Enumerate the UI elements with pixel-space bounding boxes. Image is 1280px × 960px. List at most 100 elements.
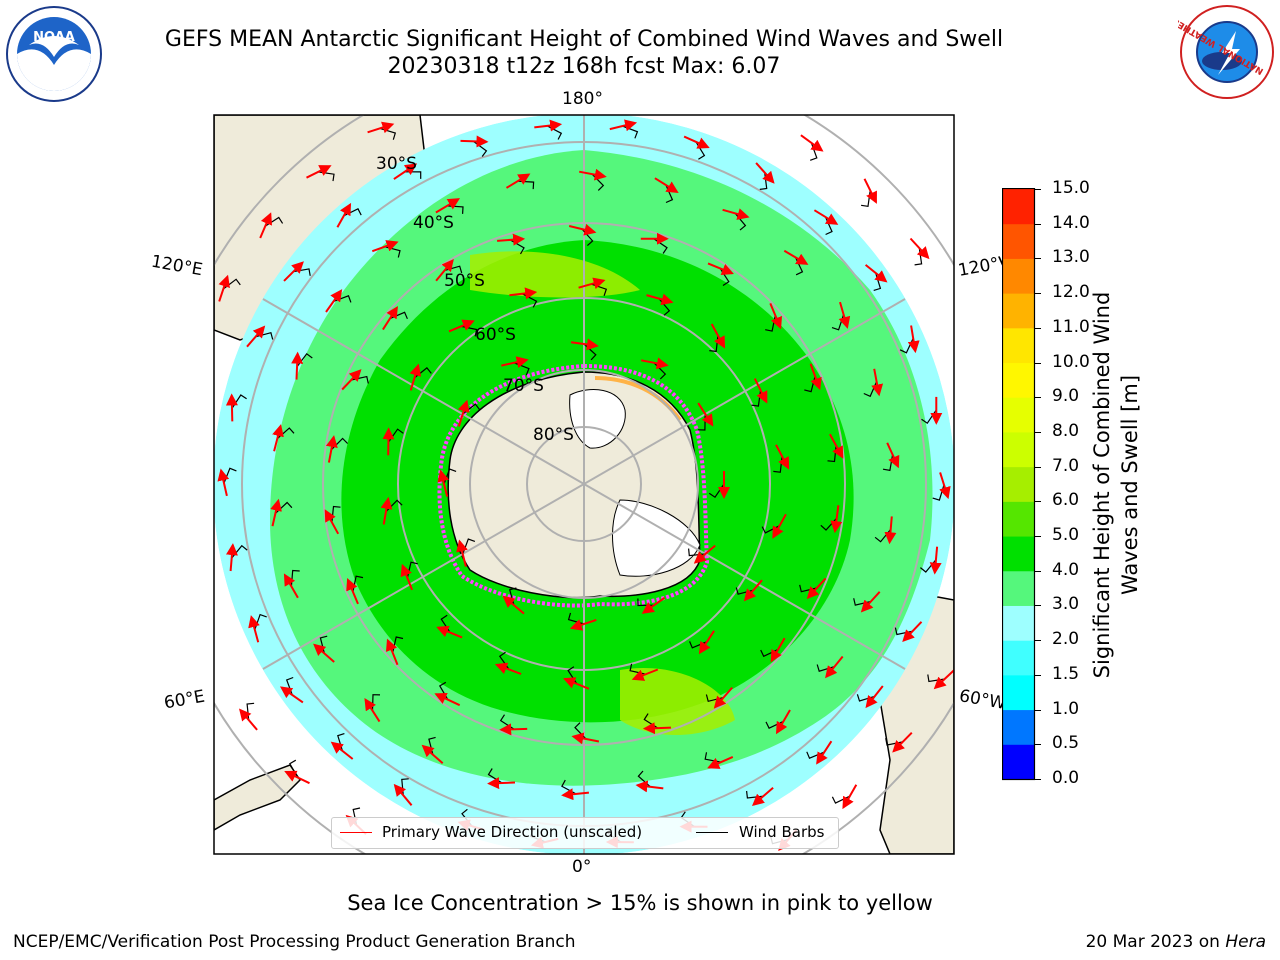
colorbar-tick-label: 6.0: [1052, 490, 1080, 511]
wave-arrow: [830, 505, 843, 534]
wave-arrow: [561, 788, 590, 801]
colorbar-tick-mark: [1035, 258, 1041, 260]
sea-ice-note: Sea Ice Concentration > 15% is shown in …: [347, 891, 933, 915]
wave-arrow: [816, 740, 833, 765]
noaa-logo: NOAA: [6, 6, 102, 102]
wave-arrow: [283, 573, 299, 599]
wave-arrow: [306, 165, 332, 179]
wave-arrow: [435, 259, 454, 282]
colorbar-tick-mark: [1035, 674, 1041, 676]
colorbar-label: Significant Height of Combined Wind Wave…: [1090, 291, 1142, 679]
colorbar-tick-label: 5.0: [1052, 525, 1080, 546]
wave-arrow: [336, 202, 352, 228]
wave-arrow: [502, 595, 525, 615]
wave-arrow: [825, 655, 844, 679]
colorbar-band: [1003, 640, 1034, 676]
colorbar-tick-mark: [1035, 640, 1041, 642]
wave-arrow: [609, 119, 638, 132]
wave-arrow: [341, 369, 362, 391]
colorbar-band: [1003, 570, 1034, 606]
nws-logo: NATIONAL WEATHER SERVICE: [1178, 3, 1274, 99]
wave-arrow: [907, 325, 920, 354]
wave-arrow: [435, 198, 461, 214]
colorbar-band: [1003, 674, 1034, 711]
colorbar-tick-mark: [1035, 466, 1041, 468]
colorbar-tick-mark: [1035, 605, 1041, 607]
wave-arrow: [393, 163, 418, 180]
colorbar-tick-mark: [1035, 570, 1041, 572]
wave-arrow: [743, 579, 763, 602]
colorbar-tick-mark: [1035, 501, 1041, 503]
lat-label-50s: 50°S: [444, 271, 485, 291]
wave-arrow: [325, 435, 338, 463]
wave-arrow: [579, 168, 607, 181]
wave-arrow: [892, 731, 913, 753]
wave-arrow: [769, 303, 782, 330]
colorbar-band: [1003, 605, 1034, 641]
colorbar-band: [1003, 293, 1034, 329]
wave-arrow: [863, 178, 877, 204]
wave-arrow: [654, 177, 679, 193]
wave-arrow: [642, 722, 671, 735]
wave-arrow: [570, 338, 599, 351]
legend: Primary Wave Direction (unscaled) Wind B…: [331, 817, 839, 849]
wave-arrow: [246, 325, 266, 348]
date-value: 20 Mar 2023 on: [1085, 932, 1220, 952]
wave-arrow: [436, 625, 463, 639]
wave-arrow: [284, 770, 310, 785]
wave-arrow: [346, 578, 359, 605]
colorbar-band: [1003, 327, 1034, 364]
colorbar-tick-label: 1.5: [1052, 663, 1080, 684]
wave-arrow: [865, 685, 884, 709]
wave-arrow: [939, 472, 951, 500]
wave-arrow: [239, 708, 258, 731]
colorbar-tick-mark: [1035, 431, 1041, 433]
colorbar-band: [1003, 536, 1034, 572]
wave-arrow: [385, 638, 399, 666]
wave-arrow: [421, 744, 444, 764]
wave-arrow: [631, 668, 659, 681]
wave-arrow: [829, 433, 844, 459]
map-subtitle: 20230318 t12z 168h fcst Max: 6.07: [387, 54, 781, 79]
wave-arrow: [641, 596, 666, 614]
wave-arrow: [755, 162, 775, 184]
wave-arrow: [509, 287, 538, 300]
wave-arrow: [487, 777, 516, 790]
colorbar-tick-mark: [1035, 397, 1041, 399]
wave-arrow: [871, 368, 884, 397]
wave-arrow: [568, 223, 597, 236]
wave-arrow: [697, 402, 714, 427]
wave-arrow: [751, 786, 774, 807]
wave-arrow: [448, 319, 475, 333]
wave-arrow: [497, 233, 526, 246]
colorbar-tick-label: 11.0: [1052, 316, 1090, 337]
wave-arrow: [259, 212, 272, 239]
wave-arrow: [646, 293, 674, 306]
wave-arrow: [325, 289, 343, 313]
wave-arrow: [225, 543, 238, 572]
wave-arrow: [313, 643, 335, 663]
wave-arrow: [272, 424, 284, 452]
wave-arrow: [434, 693, 461, 707]
wave-arrow: [456, 539, 468, 567]
wave-arrow: [460, 135, 489, 148]
wave-arrow: [722, 208, 750, 220]
wave-arrow: [933, 669, 954, 690]
colorbar: [1002, 188, 1036, 781]
wave-arrow: [291, 351, 304, 380]
ocean-peak-waves: [470, 251, 735, 735]
lon-label-0: 0°: [572, 857, 592, 877]
colorbar-band: [1003, 397, 1034, 433]
wave-arrow: [753, 378, 768, 404]
wave-arrow: [809, 363, 822, 391]
wave-arrow: [371, 240, 399, 253]
lat-label-30s: 30°S: [376, 154, 417, 174]
wave-arrow: [641, 357, 669, 370]
wave-arrow: [775, 709, 791, 735]
colorbar-band: [1003, 362, 1034, 398]
wave-arrow: [569, 618, 597, 631]
date-text: 20 Mar 2023 on Hera: [1086, 932, 1266, 952]
colorbar-tick-label: 4.0: [1052, 559, 1080, 580]
colorbar-tick-label: 0.0: [1052, 768, 1080, 788]
